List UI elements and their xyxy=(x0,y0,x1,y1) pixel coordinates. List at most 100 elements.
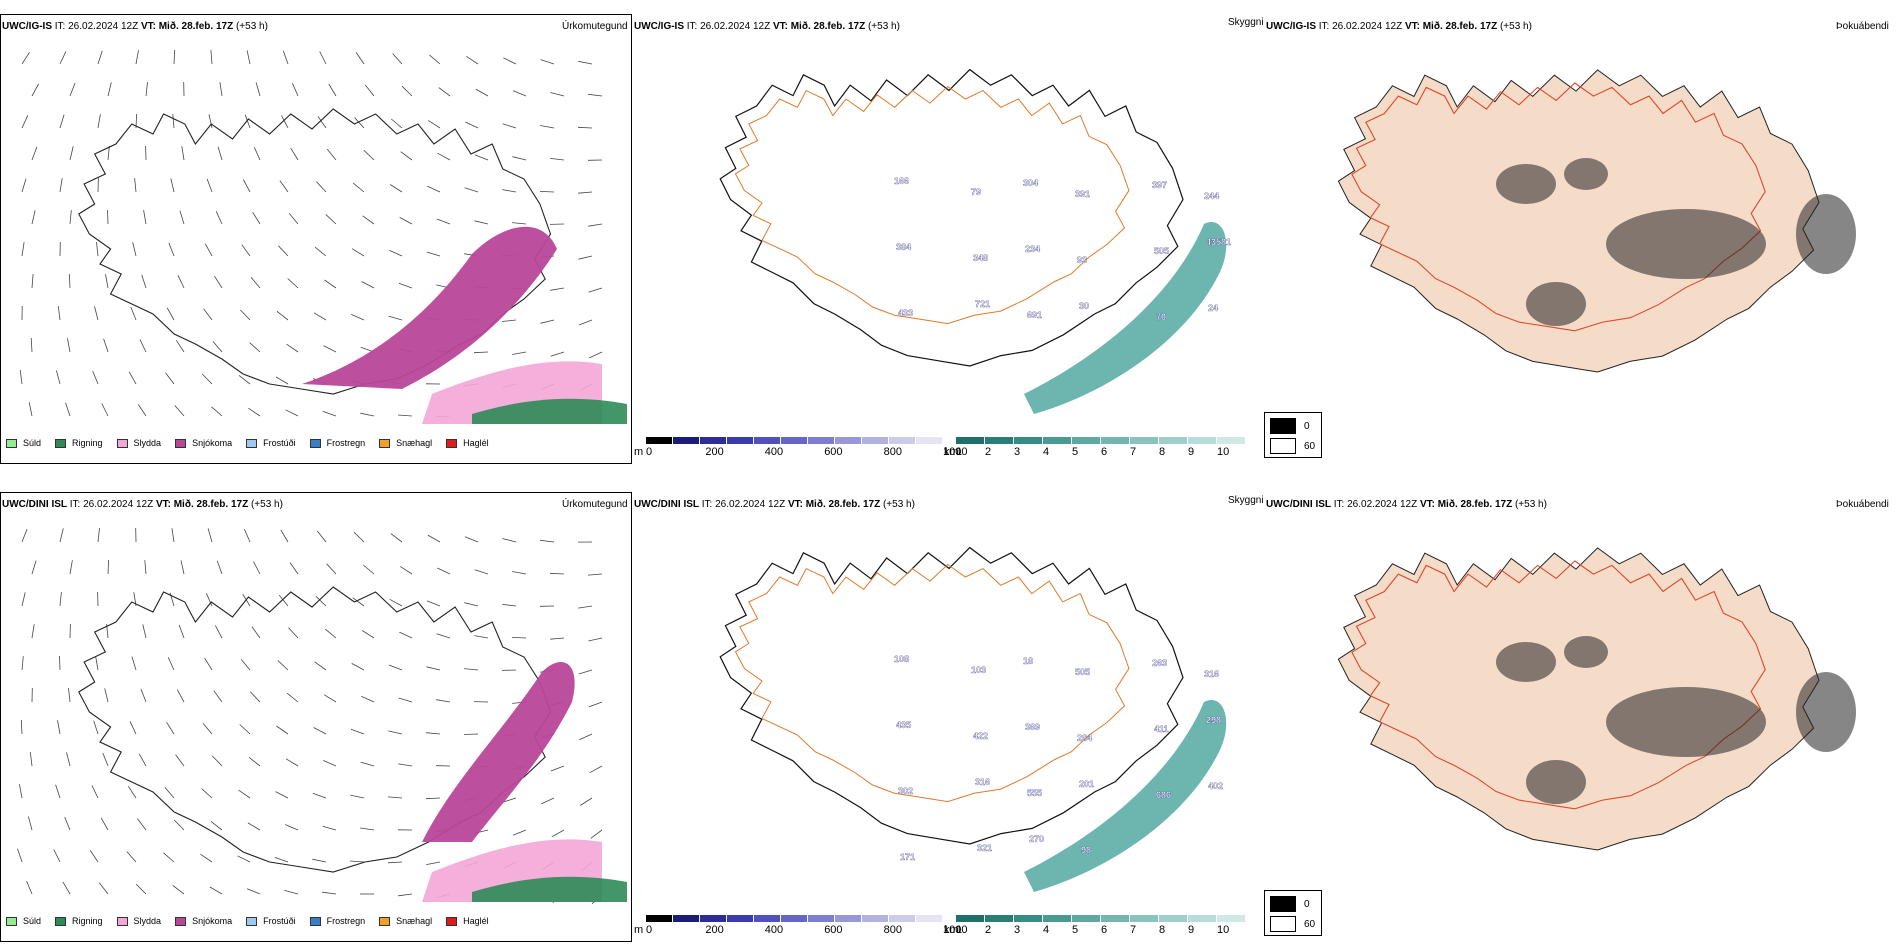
visibility-title: Skyggni xyxy=(1228,495,1264,506)
visibility-value-label: 433 xyxy=(898,308,913,318)
visibility-value-label: 397 xyxy=(1152,180,1167,190)
visibility-header: UWC/DINI ISL IT: 26.02.2024 12Z VT: Mið.… xyxy=(634,499,915,511)
visibility-value-label: 316 xyxy=(975,777,990,787)
colorbar-tick-label: 7 xyxy=(1130,446,1137,458)
fog-index-area xyxy=(1564,158,1608,190)
visibility-value-label: 98 xyxy=(1081,845,1091,855)
visibility-value-label: 24 xyxy=(1208,303,1218,313)
colorbar-segment xyxy=(1101,437,1130,444)
legend-swatch xyxy=(246,916,258,926)
colorbar-segment xyxy=(1159,437,1188,444)
road-network xyxy=(1351,82,1766,332)
colorbar-tick-label: 800 xyxy=(883,924,902,936)
visibility-value-label: 505 xyxy=(1075,667,1090,677)
colorbar-segment xyxy=(808,915,835,922)
colorbar-tick-label: 6 xyxy=(1101,446,1108,458)
legend-label: Snæhagl xyxy=(396,916,433,926)
colorbar-segment xyxy=(754,437,781,444)
legend-label: Haglél xyxy=(463,916,489,926)
rain-area xyxy=(472,876,627,902)
iceland-landmass xyxy=(1337,547,1820,851)
fog-index-area xyxy=(1526,760,1586,804)
colorbar-tick-label: 1000 xyxy=(943,446,968,458)
colorbar-segment xyxy=(1043,437,1072,444)
fog-index-title: Þokuábendi xyxy=(1836,499,1889,510)
fog-index-area xyxy=(1796,194,1856,274)
colorbar-tick-label: 9 xyxy=(1188,924,1195,936)
colorbar-unit: km xyxy=(944,446,959,458)
colorbar-segment xyxy=(781,437,808,444)
forecast-row: UWC/DINI ISL IT: 26.02.2024 12Z VT: Mið.… xyxy=(0,478,1900,948)
colorbar-segment xyxy=(1217,915,1246,922)
fog-legend-label: 0 xyxy=(1304,420,1310,432)
colorbar-segment xyxy=(700,437,727,444)
legend-label: Slydda xyxy=(133,438,162,448)
precip-type-frame xyxy=(0,492,632,942)
colorbar-tick-label: 600 xyxy=(824,924,843,936)
colorbar-tick-label: 5 xyxy=(1072,924,1079,936)
colorbar-tick-label: 0 xyxy=(646,924,653,936)
legend-label: Frostregn xyxy=(326,438,366,448)
fog-index-title: Þokuábendi xyxy=(1836,21,1889,32)
legend-label: Rigning xyxy=(72,438,103,448)
colorbar-segment xyxy=(1072,437,1101,444)
visibility-map: 108 103 18 505 263 316 435 422 369 284 411 298 302 31… xyxy=(719,546,1227,892)
visibility-value-label: 691 xyxy=(1027,310,1042,320)
colorbar-segment xyxy=(727,437,754,444)
fog-legend-swatch xyxy=(1270,418,1296,434)
fog-index-area xyxy=(1606,209,1766,279)
colorbar-tick-label: 2 xyxy=(985,446,992,458)
colorbar-segment xyxy=(1159,915,1188,922)
legend-label: Súld xyxy=(23,438,42,448)
iceland-coastline xyxy=(719,546,1184,845)
colorbar-tick-label: 10 xyxy=(1217,924,1230,936)
legend-item: Frostregn xyxy=(309,916,365,926)
colorbar-segment xyxy=(673,437,700,444)
legend-item: Slydda xyxy=(116,916,161,926)
visibility-value-label: 43581 xyxy=(1206,237,1231,247)
lead-time: (+53 h) xyxy=(1497,21,1532,32)
visibility-value-label: 402 xyxy=(1208,781,1223,791)
colorbar-segment xyxy=(1014,437,1043,444)
visibility-value-label: 166 xyxy=(894,176,909,186)
colorbar-tick-label: 800 xyxy=(883,446,902,458)
lead-time: (+53 h) xyxy=(248,499,283,510)
colorbar-tick-label: 2 xyxy=(985,924,992,936)
fog-legend-item: 0 xyxy=(1270,418,1310,434)
fog-index-area xyxy=(1796,672,1856,752)
colorbar-tick-label: 4 xyxy=(1043,446,1050,458)
precip-type-legend: Súld Rigning Slydda Snjókoma Frostúði Frostre… xyxy=(6,916,503,926)
colorbar-segment xyxy=(727,915,754,922)
init-time: IT: 26.02.2024 12Z xyxy=(1331,499,1420,510)
legend-label: Snjókoma xyxy=(192,916,233,926)
low-visibility-area xyxy=(1024,700,1227,892)
visibility-value-label: 171 xyxy=(900,852,915,862)
visibility-title: Skyggni xyxy=(1228,17,1264,28)
colorbar-segment xyxy=(781,915,808,922)
vt-label: VT: xyxy=(772,21,788,32)
visibility-value-label: 304 xyxy=(1023,178,1038,188)
model-name: UWC/IG-IS xyxy=(2,21,52,32)
colorbar-unit: m xyxy=(634,924,644,936)
visibility-value-label: 391 xyxy=(1075,189,1090,199)
colorbar-tick-label: 1 xyxy=(956,924,963,936)
legend-label: Snjókoma xyxy=(192,438,233,448)
legend-label: Frostúði xyxy=(263,438,296,448)
valid-time: Mið. 28.feb. 17Z xyxy=(787,21,866,32)
visibility-value-label: 30 xyxy=(1079,301,1089,311)
legend-item: Haglél xyxy=(446,916,489,926)
fog-legend-item: 60 xyxy=(1270,438,1315,454)
colorbar-tick-label: 0 xyxy=(646,446,653,458)
road-network xyxy=(1351,560,1766,810)
colorbar-segment xyxy=(700,915,727,922)
vt-label: VT: xyxy=(140,21,156,32)
legend-item: Snjókoma xyxy=(175,916,232,926)
legend-label: Frostúði xyxy=(263,916,296,926)
colorbar-tick-label: 8 xyxy=(1159,446,1166,458)
low-visibility-area xyxy=(1024,222,1227,414)
vt-label: VT: xyxy=(1404,21,1420,32)
colorbar-tick-label: 200 xyxy=(705,446,724,458)
colorbar-tick-label: 4 xyxy=(1043,924,1050,936)
colorbar-tick-label: 9 xyxy=(1188,446,1195,458)
visibility-value-label: 93 xyxy=(1077,255,1087,265)
